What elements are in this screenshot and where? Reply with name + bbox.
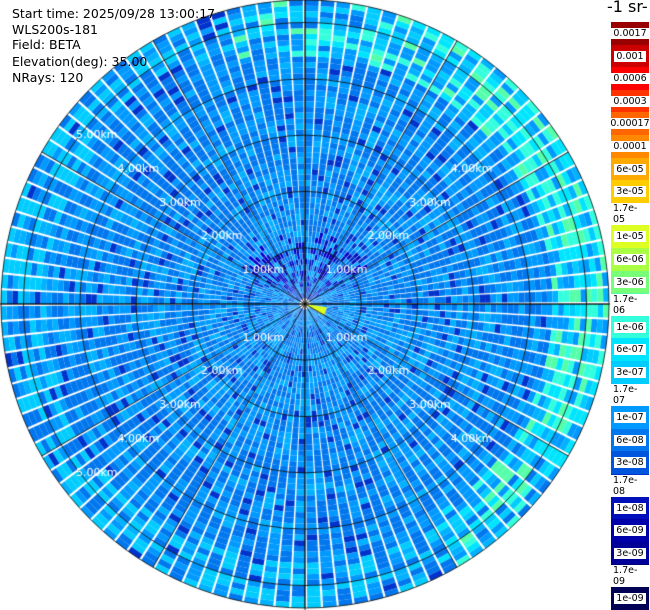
- colorbar-cell: 0.0006: [611, 67, 649, 91]
- colorbar-label: 0.0001: [611, 141, 649, 152]
- colorbar-cell: 3e-09: [611, 541, 649, 565]
- colorbar-cell: 0.0003: [611, 89, 649, 113]
- colorbar-label: 1e-08: [614, 502, 646, 514]
- colorbar-label: 1.7e-07: [611, 384, 649, 407]
- colorbar-label: 1.7e-09: [611, 564, 649, 587]
- colorbar-label: 3e-08: [614, 457, 646, 469]
- colorbar-label: 1e-05: [614, 231, 646, 243]
- colorbar-cell: 6e-06: [611, 248, 649, 271]
- colorbar-label: 6e-06: [614, 254, 646, 265]
- colorbar-cell: 6e-09: [611, 519, 649, 543]
- colorbar-cell: 1e-08: [611, 496, 649, 520]
- colorbar-cell: 6e-07: [611, 338, 649, 362]
- colorbar-label: 1e-06: [614, 321, 646, 333]
- start-time-label: Start time: 2025/09/28 13:00:17: [12, 6, 216, 21]
- colorbar-label: 1e-07: [614, 412, 646, 424]
- colorbar-cell: 0.0017: [611, 22, 649, 45]
- colorbar-cell: 1e-07: [611, 406, 649, 430]
- colorbar-label: 3e-06: [614, 276, 646, 288]
- colorbar-label: 0.0003: [611, 95, 649, 107]
- colorbar-label: 6e-09: [614, 525, 646, 537]
- colorbar-label: 1.7e-05: [611, 203, 649, 226]
- colorbar-cell: 0.00017: [608, 112, 650, 136]
- colorbar-label: 1.7e-08: [611, 474, 649, 497]
- colorbar-cell: 1.7e-09: [611, 564, 649, 588]
- colorbar-cell: 1.7e-05: [611, 202, 649, 226]
- elevation-label: Elevation(deg): 35.00: [12, 54, 148, 69]
- colorbar-cell: 1e-06: [611, 315, 649, 339]
- colorbar-cell: 1.7e-07: [611, 383, 649, 407]
- colorbar-label: 6e-05: [614, 163, 646, 175]
- colorbar-cell: 0.001: [611, 44, 649, 68]
- colorbar-label: 0.00017: [608, 118, 650, 130]
- colorbar-label: 1.7e-06: [611, 293, 649, 316]
- colorbar-cell: 1.7e-06: [611, 293, 649, 317]
- colorbar-cell: 6e-05: [611, 157, 649, 181]
- colorbar-cell: 1e-09: [611, 587, 649, 610]
- colorbar-label: 1e-09: [614, 593, 646, 604]
- field-label: Field: BETA: [12, 37, 81, 52]
- colorbar-cell: 3e-07: [611, 361, 649, 384]
- colorbar-label: 3e-07: [614, 367, 646, 378]
- nrays-label: NRays: 120: [12, 70, 84, 85]
- colorbar-cell: 1.7e-08: [611, 474, 649, 497]
- colorbar-title: -1 sr-: [607, 0, 648, 16]
- colorbar-cell: 6e-08: [611, 428, 649, 452]
- colorbar-label: 6e-07: [614, 344, 646, 356]
- colorbar-cell: 1e-05: [611, 225, 649, 249]
- colorbar-cell: 3e-06: [611, 270, 649, 294]
- colorbar-label: 6e-08: [614, 434, 646, 446]
- instrument-label: WLS200s-181: [12, 22, 98, 37]
- colorbar-cell: 0.0001: [611, 135, 649, 158]
- colorbar-label: 3e-05: [614, 186, 646, 198]
- colorbar-label: 0.0006: [611, 73, 649, 85]
- colorbar-label: 0.001: [614, 50, 646, 62]
- colorbar-label: 0.0017: [611, 28, 649, 39]
- colorbar-label: 3e-09: [614, 547, 646, 559]
- colorbar-cell: 3e-05: [611, 180, 649, 204]
- colorbar-cell: 3e-08: [611, 451, 649, 475]
